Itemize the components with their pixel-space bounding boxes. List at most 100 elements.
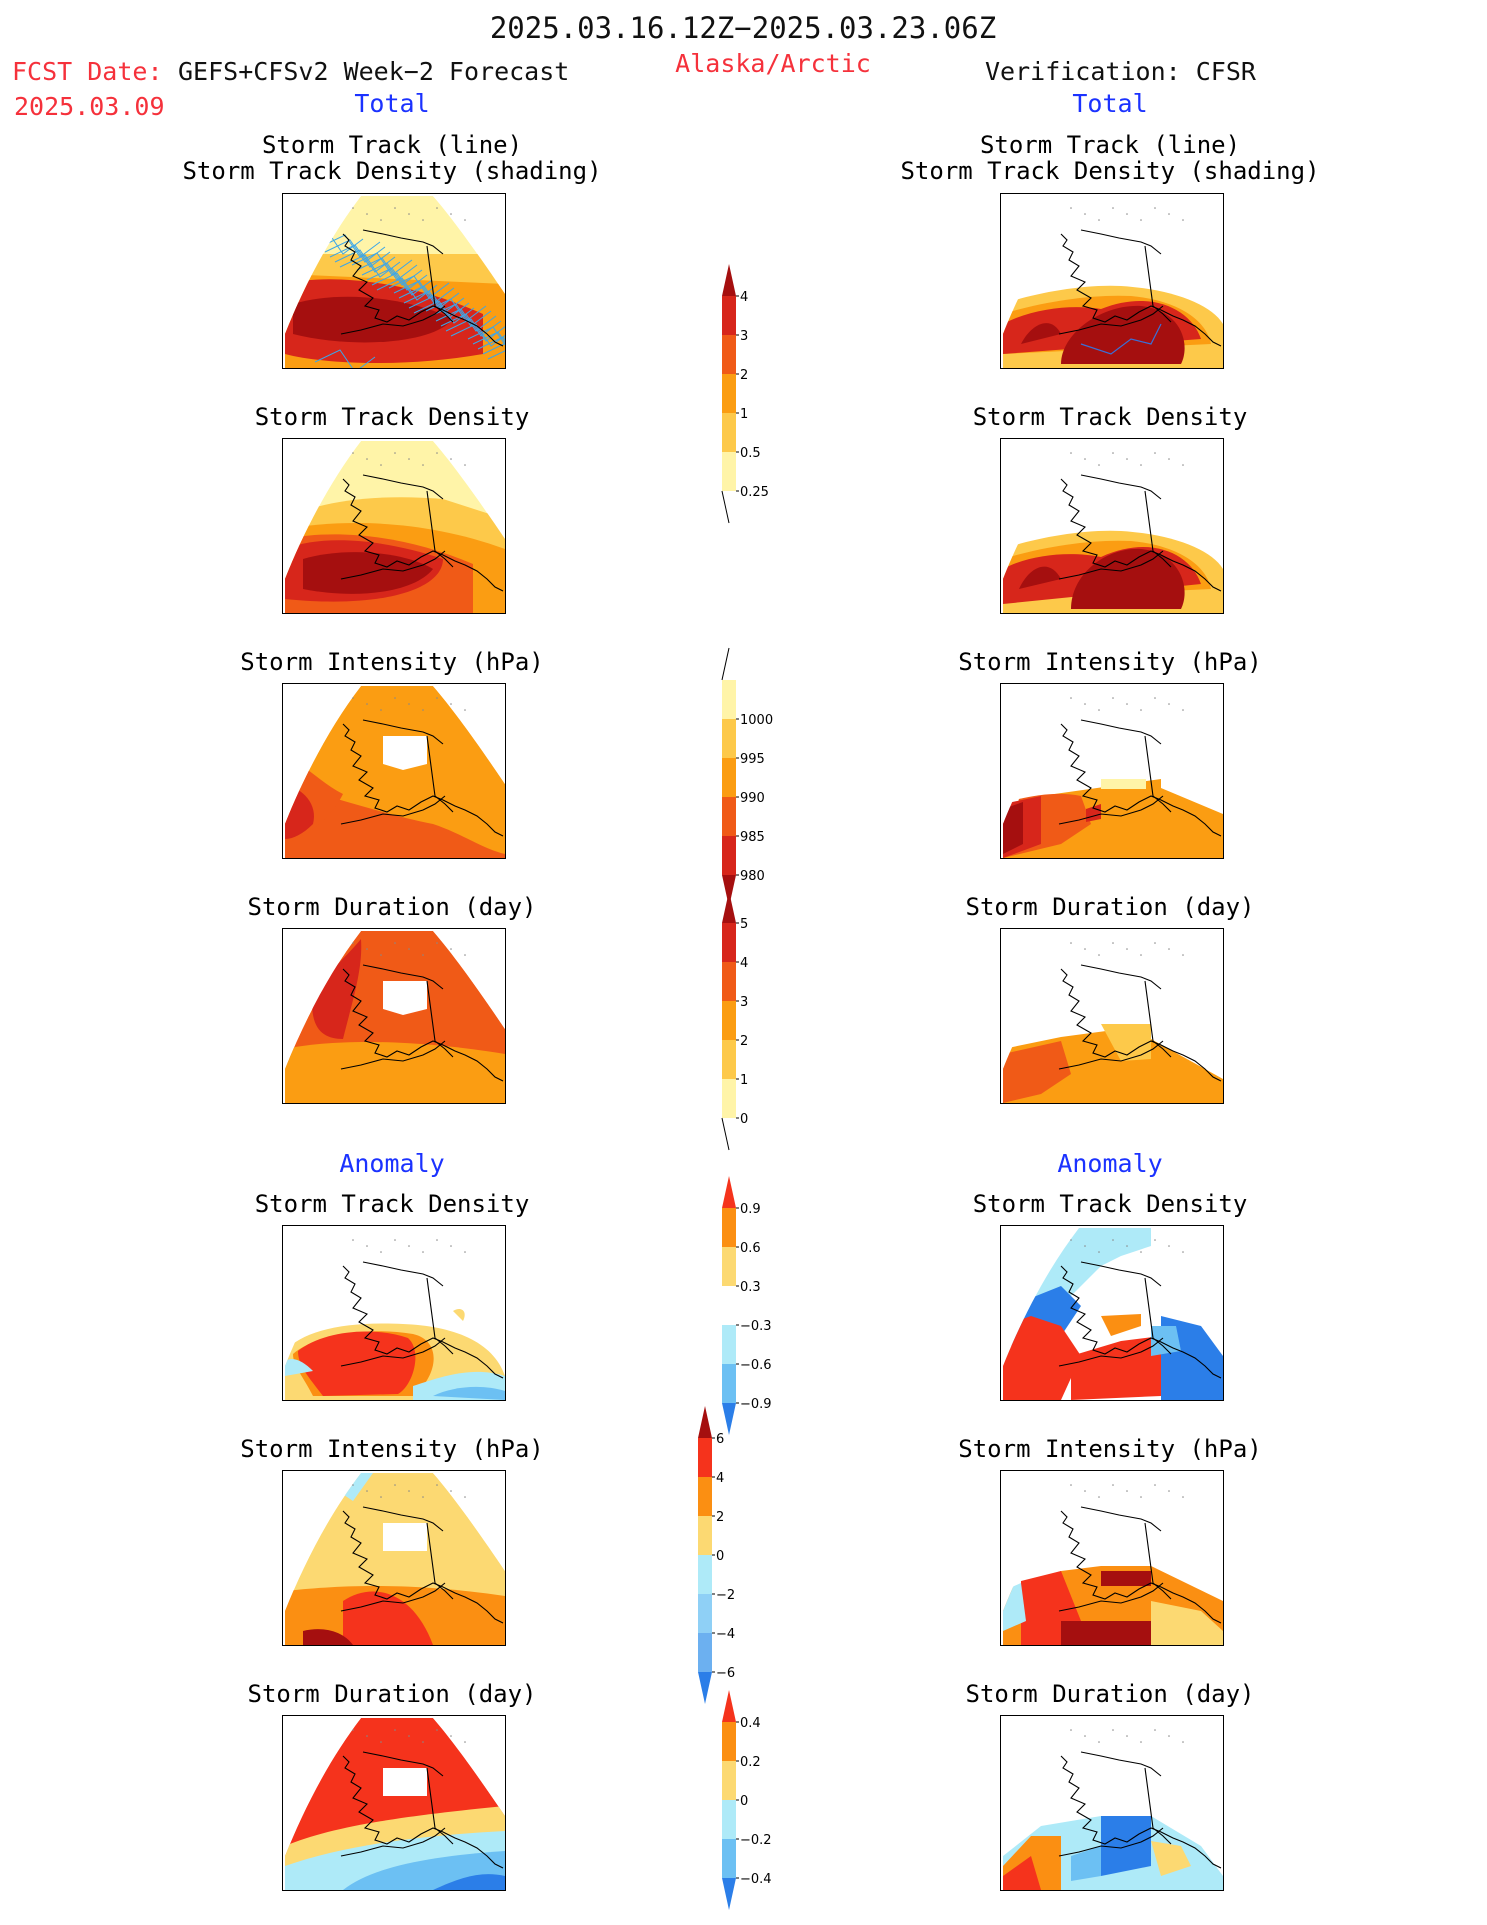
region-label: Alaska/Arctic [675, 49, 871, 78]
colorbar-tick-label: −0.4 [740, 1872, 772, 1887]
colorbar-tick-label: −0.9 [740, 1397, 772, 1412]
colorbar-tick-label: 0.25 [740, 485, 769, 500]
grid-dot [450, 458, 452, 460]
shade-neg03 [285, 1359, 313, 1376]
map-canvas [1003, 697, 1223, 858]
grid-dot [394, 942, 396, 944]
storm-track-line [1080, 323, 1162, 355]
colorbar-tick-label: 0.3 [740, 1280, 761, 1295]
coastline [342, 723, 504, 837]
grid-dot [1084, 1490, 1086, 1492]
storm-track-line [467, 326, 505, 350]
shade-neg06 [1151, 1326, 1181, 1356]
shade-2 [1151, 1601, 1223, 1645]
colorbar-top-arrow [698, 1406, 712, 1438]
grid-dot [422, 709, 424, 711]
colorbar-swatch [722, 962, 736, 1001]
colorbar-swatch [698, 1594, 712, 1633]
colorbar-tick-label: 0.4 [740, 1716, 761, 1731]
title-intensity-right: Storm Intensity (hPa) [958, 648, 1262, 676]
grid-dot [1140, 219, 1142, 221]
shade-04 [1003, 1856, 1041, 1890]
shade-neg06 [433, 1386, 505, 1400]
title-density-right: Storm Track Density [972, 403, 1248, 431]
colorbar-swatch [722, 797, 736, 836]
map-track-forecast [282, 193, 506, 369]
grid-dot [436, 1729, 438, 1731]
map-density-anomaly-verification [1000, 1225, 1224, 1401]
colorbar-swatch [722, 296, 736, 335]
storm-track-line [319, 234, 381, 258]
grid-dot [352, 1729, 354, 1731]
coastline [1080, 1751, 1162, 1777]
shade-4 [1021, 323, 1061, 344]
colorbar-swatch [722, 923, 736, 962]
colorbar-top-arrow [722, 891, 736, 923]
fcst-date: 2025.03.09 [14, 92, 165, 121]
map-canvas [285, 196, 505, 368]
map-canvas [285, 1473, 505, 1645]
map-canvas [1003, 1484, 1223, 1645]
grid-dot [366, 1735, 368, 1737]
colorbar-swatch [698, 1477, 712, 1516]
shade-995 [1101, 779, 1146, 789]
colorbar-open-end [721, 647, 730, 681]
map-canvas [1003, 207, 1223, 368]
grid-dot [1070, 1484, 1072, 1486]
grid-dot [1182, 1741, 1184, 1743]
title-anom-duration-left: Storm Duration (day) [247, 1680, 537, 1708]
shade-4 [1071, 548, 1185, 609]
coastline [362, 229, 444, 255]
forecast-period: 2025.03.16.12Z−2025.03.23.06Z [489, 11, 997, 45]
grid-dot [352, 697, 354, 699]
grid-dot [450, 213, 452, 215]
grid-dot [436, 697, 438, 699]
colorbar-swatch [698, 1516, 712, 1555]
colorbar-swatch [722, 1800, 736, 1839]
grid-dot [366, 1490, 368, 1492]
shade-4 [1061, 305, 1185, 364]
coastline [1060, 968, 1222, 1082]
coastline [342, 1755, 504, 1869]
coastline [1058, 1827, 1164, 1857]
canada-border [1144, 1767, 1172, 1845]
canada-border [426, 1522, 454, 1600]
colorbar-tick-label: 0.9 [740, 1202, 761, 1217]
coastline [342, 233, 504, 347]
storm-track-line [393, 280, 455, 304]
shade-09 [1003, 1316, 1081, 1400]
grid-dot [1084, 1735, 1086, 1737]
colorbar-top-arrow [722, 1176, 736, 1208]
colorbar-swatch [722, 1286, 736, 1325]
grid-dot [380, 709, 382, 711]
colorbar-tick-label: 985 [740, 830, 765, 845]
shade-4 [1019, 566, 1061, 589]
grid-dot [366, 458, 368, 460]
grid-dot [366, 213, 368, 215]
grid-dot [422, 1741, 424, 1743]
grid-dot [1112, 452, 1114, 454]
shade-2 [285, 1042, 505, 1103]
map-duration-anomaly-forecast [282, 1715, 506, 1891]
coastline [1080, 1261, 1162, 1287]
coastline [1058, 795, 1164, 825]
grid-dot [450, 1735, 452, 1737]
grid-dot [394, 697, 396, 699]
map-duration-forecast [282, 928, 506, 1104]
colorbar-swatch [722, 374, 736, 413]
shade-06 [1101, 1314, 1141, 1336]
grid-dot [380, 954, 382, 956]
storm-track-line [482, 341, 505, 365]
grid-dot [1084, 703, 1086, 705]
grid-dot [464, 464, 466, 466]
grid-dot [380, 1741, 382, 1743]
grid-dot [464, 1741, 466, 1743]
grid-dot [450, 1245, 452, 1247]
title-track-shading-left: Storm Track Density (shading) [182, 157, 602, 185]
fcst-date-label: FCST Date: [12, 57, 163, 86]
grid-dot [1168, 948, 1170, 950]
map-canvas [285, 1718, 505, 1890]
grid-dot [1140, 1741, 1142, 1743]
coastline [340, 305, 446, 335]
colorbar-duration-anomaly: 0.4 0.2 0 −0.2 −0.4 [722, 1690, 782, 1918]
